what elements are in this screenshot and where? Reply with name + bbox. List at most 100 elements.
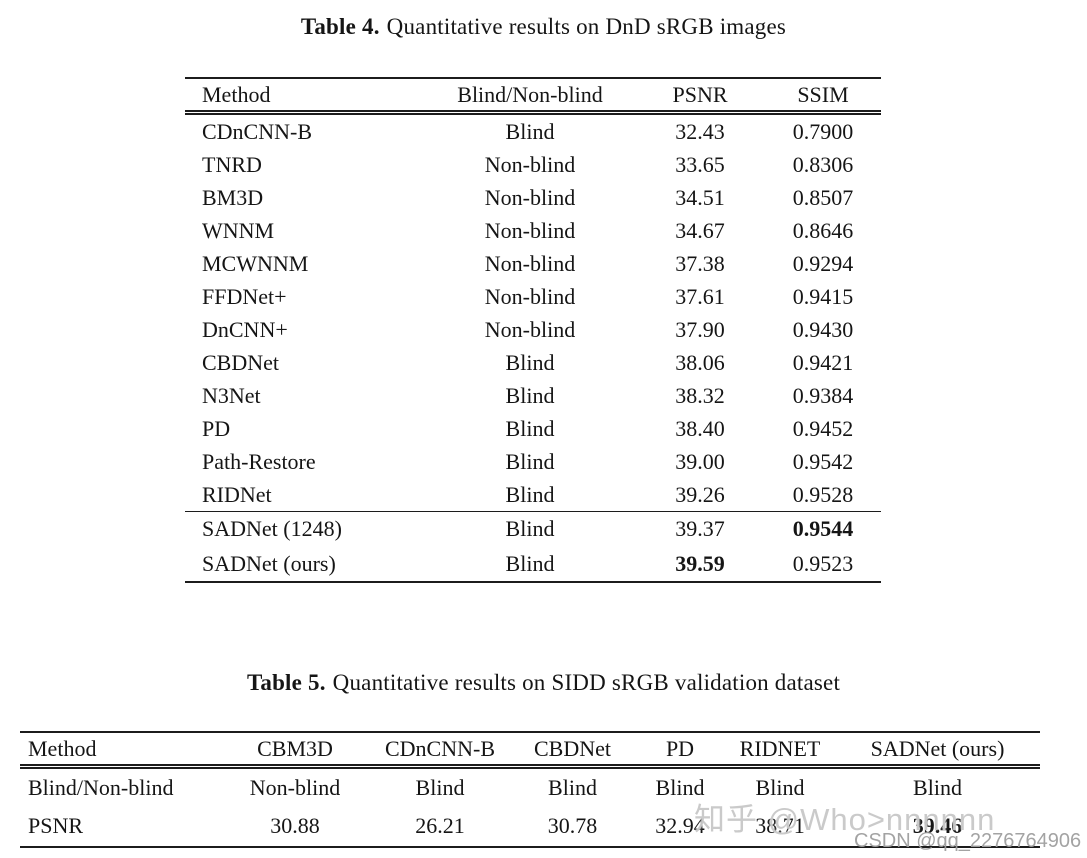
table4-header-ssim: SSIM <box>765 78 881 115</box>
table5-caption-label: Table 5. <box>246 670 326 695</box>
blind-cell: Non-blind <box>484 151 576 177</box>
method-cell: WNNM <box>202 217 275 243</box>
value-cell: Blind <box>548 774 597 800</box>
value-cell: 38.71 <box>755 813 805 838</box>
blind-cell: Non-blind <box>484 184 576 210</box>
table-row: MCWNNM Non-blind 37.38 0.9294 <box>185 247 881 280</box>
method-cell: PD <box>202 415 231 441</box>
blind-cell: Non-blind <box>484 316 576 342</box>
value-cell: 32.94 <box>655 813 705 838</box>
method-cell: TNRD <box>202 151 262 177</box>
table4-header-row: Method Blind/Non-blind PSNR SSIM <box>185 78 881 115</box>
table5-caption: Table 5. Quantitative results on SIDD sRG… <box>0 670 1087 696</box>
method-cell: Path-Restore <box>202 448 316 474</box>
table-row-psnr: PSNR 30.88 26.21 30.78 32.94 38.71 39.46 <box>20 806 1040 847</box>
ssim-cell: 0.8306 <box>792 151 854 177</box>
ssim-cell: 0.9430 <box>792 316 854 342</box>
psnr-cell: 38.32 <box>675 382 725 408</box>
blind-cell: Blind <box>505 550 555 576</box>
value-cell: 30.88 <box>270 813 320 838</box>
table-row: FFDNet+ Non-blind 37.61 0.9415 <box>185 280 881 313</box>
blind-cell: Non-blind <box>484 250 576 276</box>
table5-header-row: Method CBM3D CDnCNN-B CBDNet PD RIDNET S… <box>20 732 1040 769</box>
blind-cell: Blind <box>425 511 635 547</box>
table4-dnd-results: Method Blind/Non-blind PSNR SSIM CDnCNN-… <box>185 77 881 583</box>
psnr-cell: 37.38 <box>675 250 725 276</box>
ssim-cell: 0.7900 <box>792 118 854 144</box>
psnr-cell: 32.43 <box>675 118 725 144</box>
blind-cell: Non-blind <box>484 283 576 309</box>
table5-header-cbm3d: CBM3D <box>220 732 370 769</box>
ssim-cell: 0.8507 <box>792 184 854 210</box>
table5-header-cdncnn-b: CDnCNN-B <box>370 732 510 769</box>
ssim-cell: 0.9384 <box>792 382 854 408</box>
psnr-cell: 33.65 <box>675 151 725 177</box>
table5-header-cbdnet: CBDNet <box>510 732 635 769</box>
value-cell-best: 39.46 <box>912 813 963 838</box>
method-cell: DnCNN+ <box>202 316 288 342</box>
table4-header-blind: Blind/Non-blind <box>425 78 635 115</box>
method-cell: CDnCNN-B <box>202 118 313 144</box>
method-cell: N3Net <box>202 382 261 408</box>
table-row: N3Net Blind 38.32 0.9384 <box>185 379 881 412</box>
table-row: RIDNet Blind 39.26 0.9528 <box>185 478 881 512</box>
blind-cell: Blind <box>505 349 555 375</box>
psnr-cell: 39.26 <box>675 481 725 507</box>
psnr-cell: 37.61 <box>675 283 725 309</box>
method-cell: SADNet (1248) <box>185 511 425 547</box>
value-cell: Blind <box>415 774 465 800</box>
ssim-cell: 0.9452 <box>792 415 854 441</box>
ssim-cell: 0.9523 <box>792 550 854 576</box>
method-cell: FFDNet+ <box>202 283 287 309</box>
value-cell: 26.21 <box>415 813 465 838</box>
table5-header-method: Method <box>20 732 220 769</box>
psnr-cell: 39.00 <box>675 448 725 474</box>
table-row: CDnCNN-B Blind 32.43 0.7900 <box>185 113 881 149</box>
ssim-cell: 0.8646 <box>792 217 854 243</box>
psnr-cell-best: 39.59 <box>675 550 725 576</box>
table-row: PD Blind 38.40 0.9452 <box>185 412 881 445</box>
table4-caption-text: Quantitative results on DnD sRGB images <box>386 14 787 39</box>
table5-caption-text: Quantitative results on SIDD sRGB valida… <box>332 670 841 695</box>
ssim-cell-best: 0.9544 <box>765 511 881 547</box>
value-cell: Blind <box>655 774 705 800</box>
value-cell: 30.78 <box>547 813 598 838</box>
method-cell: SADNet (ours) <box>202 550 336 576</box>
blind-cell: Blind <box>505 481 555 507</box>
psnr-cell: 34.67 <box>675 217 725 243</box>
table5-header-sadnet: SADNet (ours) <box>835 732 1040 769</box>
table5-header-pd: PD <box>635 732 725 769</box>
row-label: Blind/Non-blind <box>28 774 174 800</box>
blind-cell: Blind <box>505 448 555 474</box>
value-cell: Non-blind <box>249 774 341 800</box>
ssim-cell: 0.9294 <box>792 250 854 276</box>
table-row: DnCNN+ Non-blind 37.90 0.9430 <box>185 313 881 346</box>
blind-cell: Blind <box>505 118 555 144</box>
psnr-cell: 37.90 <box>675 316 725 342</box>
table-row: CBDNet Blind 38.06 0.9421 <box>185 346 881 379</box>
table-row: BM3D Non-blind 34.51 0.8507 <box>185 181 881 214</box>
blind-cell: Blind <box>505 415 555 441</box>
blind-cell: Blind <box>505 382 555 408</box>
table-row: WNNM Non-blind 34.67 0.8646 <box>185 214 881 247</box>
table4-header-psnr: PSNR <box>635 78 765 115</box>
table-row-blind-nonblind: Blind/Non-blind Non-blind Blind Blind Bl… <box>20 767 1040 807</box>
table-row-sadnet-1248: SADNet (1248) Blind 39.37 0.9544 <box>185 511 881 547</box>
psnr-cell: 39.37 <box>635 511 765 547</box>
table4-caption-label: Table 4. <box>300 14 380 39</box>
ssim-cell: 0.9415 <box>792 283 854 309</box>
csdn-watermark: CSDN @qq_2276764906 <box>854 830 1082 852</box>
method-cell: CBDNet <box>202 349 279 375</box>
table4-header-method: Method <box>185 78 425 115</box>
ssim-cell: 0.9528 <box>792 481 854 507</box>
table5-header-ridnet: RIDNET <box>725 732 835 769</box>
table4-caption: Table 4. Quantitative results on DnD sRGB… <box>0 14 1087 40</box>
table-row: TNRD Non-blind 33.65 0.8306 <box>185 148 881 181</box>
psnr-cell: 38.06 <box>675 349 725 375</box>
psnr-cell: 38.40 <box>675 415 725 441</box>
table-row-sadnet-ours: SADNet (ours) Blind 39.59 0.9523 <box>185 547 881 583</box>
table-row: Path-Restore Blind 39.00 0.9542 <box>185 445 881 478</box>
row-label: PSNR <box>28 813 84 838</box>
value-cell: Blind <box>755 774 805 800</box>
method-cell: BM3D <box>202 184 264 210</box>
